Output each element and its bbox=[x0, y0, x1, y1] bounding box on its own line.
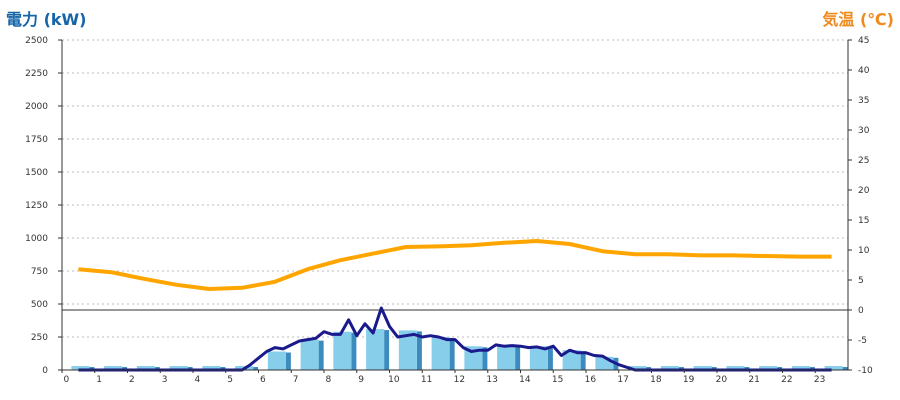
x-tick-label: 6 bbox=[260, 375, 266, 385]
x-tick-label: 20 bbox=[716, 375, 728, 385]
right-tick-label: 10 bbox=[858, 246, 870, 256]
bar-side bbox=[842, 367, 848, 370]
bar bbox=[300, 339, 319, 370]
left-tick-label: 750 bbox=[31, 267, 48, 277]
x-tick-label: 10 bbox=[388, 375, 400, 385]
x-tick-label: 12 bbox=[454, 375, 465, 385]
left-tick-label: 500 bbox=[31, 300, 48, 310]
x-tick-label: 21 bbox=[748, 375, 759, 385]
x-tick-label: 19 bbox=[683, 375, 695, 385]
bar bbox=[431, 337, 450, 370]
x-tick-label: 11 bbox=[421, 375, 432, 385]
bar bbox=[202, 366, 221, 370]
bar bbox=[562, 350, 581, 370]
bar bbox=[267, 351, 286, 370]
left-tick-label: 1750 bbox=[25, 135, 48, 145]
bar bbox=[726, 366, 745, 370]
right-tick-label: 5 bbox=[858, 276, 864, 286]
bar-side bbox=[580, 351, 586, 370]
left-tick-label: 1500 bbox=[25, 168, 48, 178]
x-tick-label: 15 bbox=[552, 375, 563, 385]
bar-side bbox=[351, 332, 357, 370]
x-tick-label: 17 bbox=[617, 375, 628, 385]
bar bbox=[824, 366, 843, 370]
bar bbox=[366, 329, 385, 370]
bar bbox=[398, 330, 417, 370]
bar bbox=[136, 366, 155, 370]
x-tick-label: 0 bbox=[64, 375, 70, 385]
left-tick-label: 250 bbox=[31, 333, 48, 343]
x-tick-label: 9 bbox=[358, 375, 364, 385]
x-tick-label: 22 bbox=[781, 375, 792, 385]
x-tick-label: 5 bbox=[227, 375, 233, 385]
x-tick-label: 23 bbox=[814, 375, 825, 385]
left-tick-label: 2000 bbox=[25, 102, 48, 112]
x-tick-label: 4 bbox=[195, 375, 201, 385]
left-tick-label: 1250 bbox=[25, 201, 48, 211]
bar bbox=[759, 366, 778, 370]
right-tick-label: 25 bbox=[858, 156, 869, 166]
x-tick-label: 7 bbox=[293, 375, 299, 385]
right-tick-label: 20 bbox=[858, 186, 870, 196]
right-tick-label: 30 bbox=[858, 126, 870, 136]
right-tick-label: 35 bbox=[858, 96, 869, 106]
right-tick-label: 15 bbox=[858, 216, 869, 226]
x-tick-label: 13 bbox=[486, 375, 497, 385]
bar bbox=[660, 366, 679, 370]
right-tick-label: -10 bbox=[858, 366, 873, 376]
bar bbox=[791, 366, 810, 370]
bar bbox=[497, 344, 516, 370]
x-tick-label: 16 bbox=[585, 375, 597, 385]
left-tick-label: 2250 bbox=[25, 69, 48, 79]
bar bbox=[693, 366, 712, 370]
bar bbox=[628, 366, 647, 370]
right-tick-label: 45 bbox=[858, 36, 869, 46]
bar bbox=[71, 366, 90, 370]
bar-side bbox=[416, 331, 422, 370]
bar-side bbox=[285, 352, 291, 370]
bar bbox=[169, 366, 188, 370]
right-tick-label: -5 bbox=[858, 336, 867, 346]
x-tick-label: 2 bbox=[129, 375, 135, 385]
left-tick-label: 0 bbox=[42, 366, 48, 376]
right-axis-title: 気温 (℃) bbox=[822, 10, 894, 29]
bar bbox=[104, 366, 123, 370]
x-tick-label: 3 bbox=[162, 375, 168, 385]
power-line bbox=[78, 306, 832, 372]
bar-side bbox=[482, 347, 488, 370]
bar-side bbox=[515, 345, 521, 370]
bar-side bbox=[449, 338, 455, 370]
x-tick-label: 8 bbox=[326, 375, 332, 385]
bar bbox=[333, 331, 352, 370]
bar-side bbox=[547, 347, 553, 370]
bar-side bbox=[253, 367, 259, 370]
temperature-line bbox=[78, 239, 832, 291]
bar-side bbox=[384, 330, 390, 370]
bar bbox=[529, 346, 548, 370]
x-tick-label: 1 bbox=[96, 375, 102, 385]
right-tick-label: 40 bbox=[858, 66, 870, 76]
left-axis-title: 電力 (kW) bbox=[6, 10, 87, 29]
x-tick-label: 14 bbox=[519, 375, 531, 385]
left-tick-label: 1000 bbox=[25, 234, 48, 244]
bar-side bbox=[318, 340, 324, 370]
left-tick-label: 2500 bbox=[25, 36, 48, 46]
right-tick-label: 0 bbox=[858, 306, 864, 316]
bar bbox=[464, 346, 483, 370]
x-tick-label: 18 bbox=[650, 375, 662, 385]
